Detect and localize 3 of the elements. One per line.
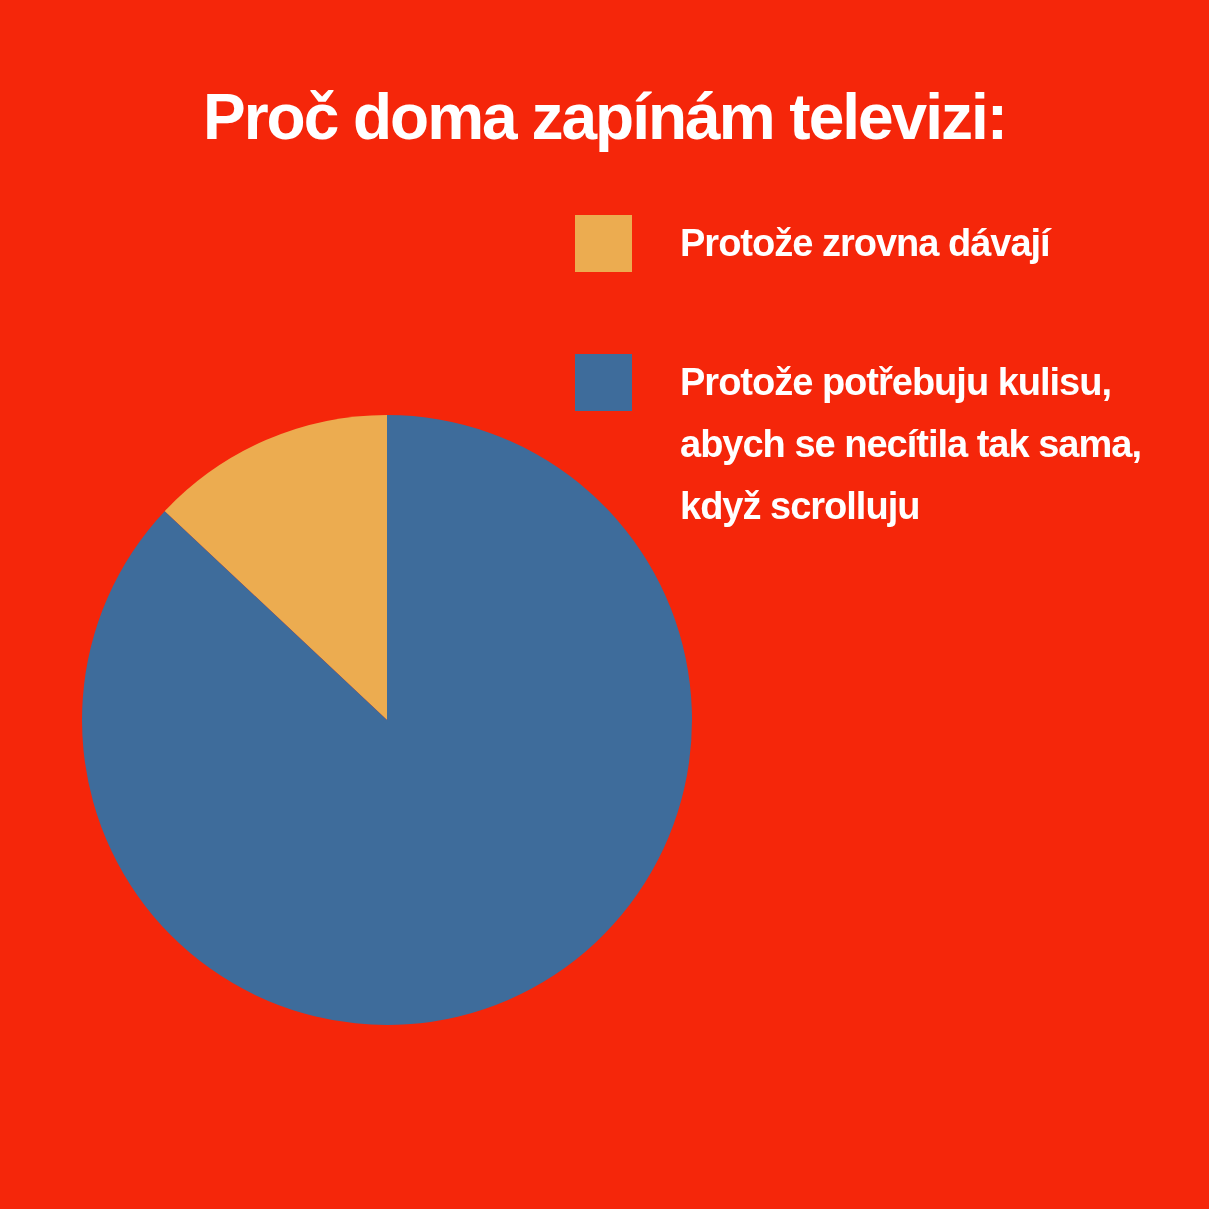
chart-title: Proč doma zapínám televizi:: [201, 80, 1008, 154]
legend-label: Protože zrovna dávají: [680, 221, 1053, 266]
legend-label: Protože potřebuju kulisu, abych se necítila tak sama, když scrolluju: [680, 360, 1142, 529]
